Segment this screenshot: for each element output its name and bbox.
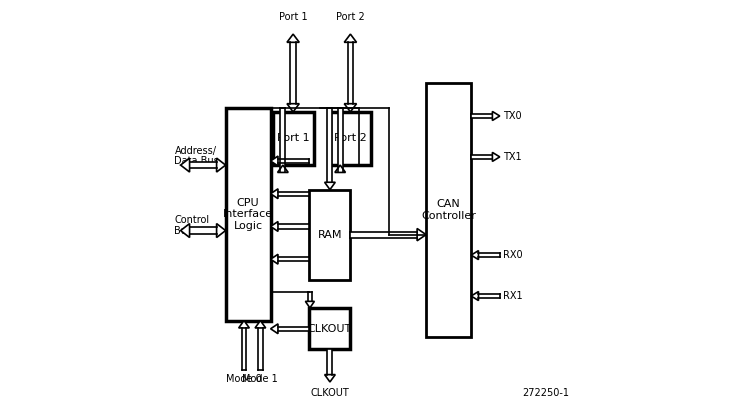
Polygon shape: [305, 301, 314, 308]
Polygon shape: [325, 375, 336, 382]
Bar: [479, 294, 500, 298]
Polygon shape: [345, 34, 357, 42]
Bar: [471, 114, 492, 118]
Bar: [327, 349, 333, 375]
Bar: [278, 192, 309, 196]
Polygon shape: [180, 224, 189, 237]
Polygon shape: [471, 292, 479, 300]
Bar: [327, 108, 333, 182]
Text: Mode 0: Mode 0: [226, 374, 262, 384]
Bar: [290, 42, 296, 104]
Polygon shape: [180, 158, 189, 172]
Text: CLKOUT: CLKOUT: [311, 388, 349, 398]
Bar: [348, 42, 353, 104]
Polygon shape: [471, 250, 479, 260]
Polygon shape: [271, 254, 278, 264]
Bar: [479, 253, 500, 257]
Polygon shape: [325, 182, 336, 190]
Polygon shape: [335, 165, 345, 173]
Text: Port 2: Port 2: [336, 12, 365, 22]
Bar: [330, 112, 371, 165]
Bar: [225, 108, 271, 321]
Bar: [309, 308, 351, 349]
Bar: [351, 232, 417, 237]
Text: Address/: Address/: [174, 146, 216, 156]
Polygon shape: [255, 321, 265, 328]
Text: Port 1: Port 1: [277, 133, 309, 143]
Text: RX0: RX0: [503, 250, 523, 260]
Polygon shape: [287, 104, 299, 112]
Text: CAN
Controller: CAN Controller: [421, 199, 476, 221]
Text: Port 1: Port 1: [279, 12, 308, 22]
Text: CLKOUT: CLKOUT: [308, 324, 352, 334]
Polygon shape: [271, 156, 278, 166]
Polygon shape: [345, 104, 357, 112]
Polygon shape: [216, 224, 225, 237]
Bar: [471, 155, 492, 159]
Text: Control: Control: [174, 215, 210, 225]
Bar: [308, 292, 312, 301]
Text: Bus: Bus: [174, 225, 192, 236]
Bar: [189, 162, 216, 169]
Bar: [258, 328, 263, 370]
Text: CPU
Interface
Logic: CPU Interface Logic: [223, 198, 273, 231]
Bar: [189, 227, 216, 234]
Text: RX1: RX1: [503, 291, 523, 301]
Text: Data Bus: Data Bus: [174, 156, 219, 166]
Bar: [278, 327, 309, 331]
Polygon shape: [271, 222, 278, 232]
Polygon shape: [417, 229, 426, 241]
Bar: [338, 108, 342, 173]
Bar: [280, 108, 285, 173]
Bar: [273, 112, 314, 165]
Text: Port 2: Port 2: [334, 133, 366, 143]
Polygon shape: [271, 324, 278, 334]
Text: RAM: RAM: [317, 229, 342, 240]
Polygon shape: [492, 112, 500, 120]
Text: 272250-1: 272250-1: [523, 389, 569, 398]
Bar: [241, 328, 247, 370]
Bar: [278, 257, 309, 261]
Text: Mode 1: Mode 1: [243, 374, 278, 384]
Polygon shape: [271, 189, 278, 199]
Bar: [278, 159, 309, 163]
Text: TX0: TX0: [503, 111, 522, 121]
Bar: [309, 190, 351, 280]
Bar: [426, 83, 471, 337]
Bar: [278, 225, 309, 229]
Polygon shape: [216, 158, 225, 172]
Polygon shape: [239, 321, 250, 328]
Polygon shape: [492, 152, 500, 162]
Polygon shape: [287, 34, 299, 42]
Polygon shape: [277, 165, 288, 173]
Text: TX1: TX1: [503, 152, 522, 162]
